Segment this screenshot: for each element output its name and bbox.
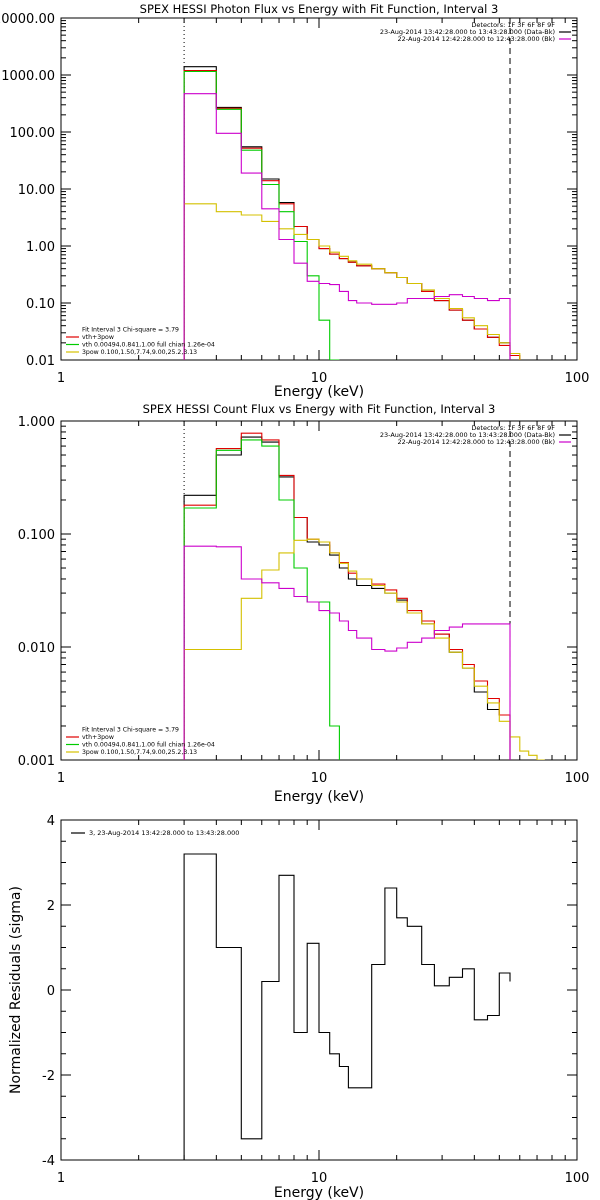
y-tick-label: -4	[42, 1154, 55, 1169]
y-tick-label: 2	[47, 899, 55, 914]
legend-entry: vth 0.00494,0.841,1.00 full chian 1.26e-…	[82, 742, 215, 749]
legend-entry: Fit Interval 3 Chi-square = 3.79	[82, 327, 179, 334]
chart-3: 1 10 100 Energy (keV) -4 -2 0 2 4 Normalized Resi…	[8, 814, 589, 1200]
chart-title: SPEX HESSI Photon Flux vs Energy with Fi…	[140, 2, 499, 16]
y-tick-label: 1.00	[26, 240, 55, 255]
x-tick-label: 100	[565, 371, 590, 386]
series-line-3-23-aug-2014-13-42-28-000-to-13-43-28-000	[183, 853, 511, 1160]
x-axis-label: Energy (keV)	[274, 384, 364, 400]
x-tick-label: 100	[565, 771, 590, 786]
series-group	[183, 853, 511, 1160]
x-tick-label: 10	[311, 771, 328, 786]
series-group	[183, 66, 521, 360]
chart-2: SPEX HESSI Count Flux vs Energy with Fit…	[18, 402, 590, 805]
legend-entry: vth 0.00494,0.841,1.00 full chian 1.26e-…	[82, 342, 215, 349]
y-tick-label: 1.000	[18, 415, 55, 430]
legend-bottom: Fit Interval 3 Chi-square = 3.79vth+3pow…	[66, 727, 215, 756]
y-tick-label: 0	[47, 984, 55, 999]
chart-title: SPEX HESSI Count Flux vs Energy with Fit…	[143, 402, 496, 416]
legend-bottom: Fit Interval 3 Chi-square = 3.79vth+3pow…	[66, 327, 215, 356]
legend-entry: 22-Aug-2014 12:42:28.000 to 12:43:28.000…	[398, 438, 555, 446]
legend-entry: 3pow 0.100,1.50,7.74,9.00,25.2,3.13	[82, 349, 197, 356]
legend-entry: 23-Aug-2014 13:42:28.000 to 13:43:28.000…	[380, 28, 555, 36]
series-line-vth	[183, 439, 340, 760]
legend-entry: Detectors: 1F 3F 6F 8F 9F	[471, 424, 555, 432]
chart-1: SPEX HESSI Photon Flux vs Energy with Fi…	[0, 2, 589, 400]
legend-entry: 3, 23-Aug-2014 13:42:28.000 to 13:43:28.…	[89, 829, 239, 837]
y-tick-label: 10.00	[18, 183, 55, 198]
y-tick-label: 0.01	[26, 354, 55, 369]
y-tick-label: 100.00	[10, 126, 56, 141]
legend-entry: 22-Aug-2014 12:42:28.000 to 12:43:28.000…	[398, 35, 555, 43]
series-line-data-bk	[183, 436, 511, 760]
x-tick-label: 10	[311, 371, 328, 386]
legend-entry: Fit Interval 3 Chi-square = 3.79	[82, 727, 179, 734]
series-line-vth-3pow	[183, 432, 511, 760]
legend-entry: vth+3pow	[82, 734, 114, 741]
x-tick-label: 1	[57, 371, 65, 386]
y-axis-label: Normalized Residuals (sigma)	[8, 886, 24, 1094]
series-line-vth-3pow	[183, 69, 521, 360]
y-tick-label: 0.001	[18, 754, 55, 769]
x-tick-label: 10	[311, 1171, 328, 1186]
series-line-bk	[183, 93, 511, 360]
series-line-data-bk	[183, 66, 511, 360]
y-tick-label: -2	[42, 1069, 55, 1084]
x-tick-label: 1	[57, 771, 65, 786]
x-axis-label: Energy (keV)	[274, 789, 364, 805]
y-tick-label: 0.010	[18, 641, 55, 656]
legend-entry: 3pow 0.100,1.50,7.74,9.00,25.2,3.13	[82, 749, 197, 756]
legend-entry: Detectors: 1F 3F 6F 8F 9F	[471, 21, 555, 29]
x-tick-label: 100	[565, 1171, 590, 1186]
series-group	[183, 432, 545, 760]
y-tick-label: 4	[47, 814, 55, 829]
y-tick-label: 1000.00	[1, 69, 55, 84]
series-line-bk	[183, 545, 511, 760]
x-tick-label: 1	[57, 1171, 65, 1186]
x-axis-label: Energy (keV)	[274, 1185, 364, 1200]
y-tick-label: 10000.00	[0, 12, 55, 27]
series-line-3pow	[183, 538, 545, 760]
series-line-3pow	[183, 203, 521, 360]
y-tick-label: 0.10	[26, 297, 55, 312]
legend-entry: 23-Aug-2014 13:42:28.000 to 13:43:28.000…	[380, 431, 555, 439]
y-tick-label: 0.100	[18, 528, 55, 543]
legend-top: 3, 23-Aug-2014 13:42:28.000 to 13:43:28.…	[71, 829, 239, 837]
legend-entry: vth+3pow	[82, 334, 114, 341]
